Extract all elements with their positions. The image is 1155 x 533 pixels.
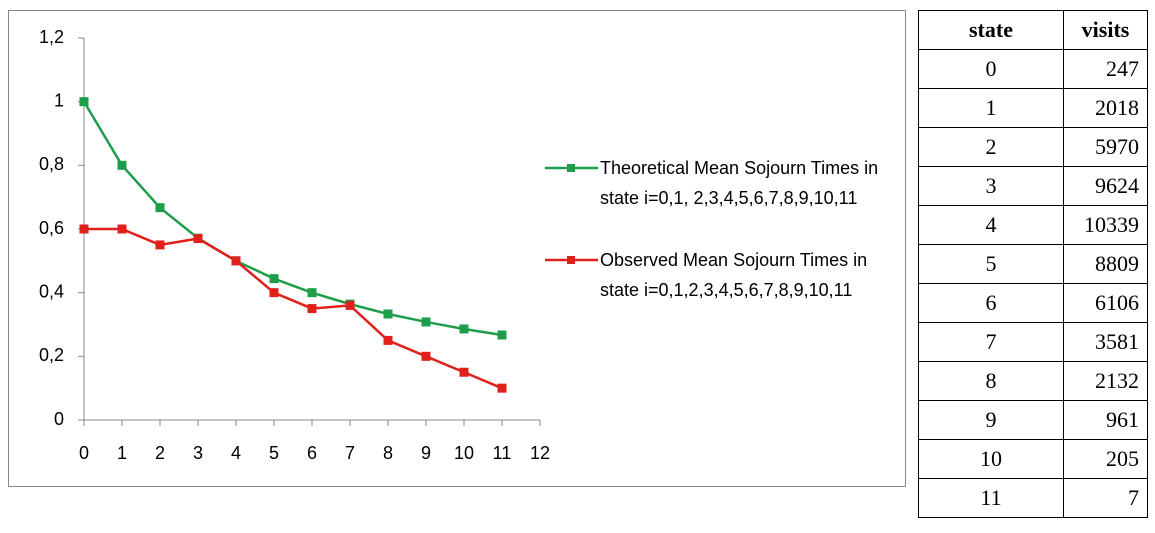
point xyxy=(117,224,127,234)
state-cell: 8 xyxy=(918,361,1064,401)
table-row: 3 9624 xyxy=(918,166,1148,206)
visits-cell: 8809 xyxy=(1063,244,1148,284)
x-tick-label: 9 xyxy=(421,443,431,463)
table-row: 4 10339 xyxy=(918,205,1148,245)
x-tick-label: 11 xyxy=(493,443,512,463)
table-row: 9 961 xyxy=(918,400,1148,440)
point xyxy=(307,304,317,314)
point xyxy=(383,309,393,319)
y-tick-label: 0,4 xyxy=(39,281,64,301)
point xyxy=(231,256,241,266)
point xyxy=(155,240,165,250)
point xyxy=(155,203,165,213)
legend-entry: Observed Mean Sojourn Times in state i=0… xyxy=(600,250,868,300)
visits-cell: 247 xyxy=(1063,49,1148,89)
y-tick-label: 1,2 xyxy=(39,27,64,47)
x-tick-label: 5 xyxy=(269,443,279,463)
state-cell: 5 xyxy=(918,244,1064,284)
state-cell: 2 xyxy=(918,127,1064,167)
series-line xyxy=(82,101,503,337)
y-tick-label: 0 xyxy=(54,409,64,429)
state-cell: 10 xyxy=(918,439,1064,479)
visits-cell: 2018 xyxy=(1063,88,1148,128)
state-cell: 6 xyxy=(918,283,1064,323)
table-row: 8 2132 xyxy=(918,361,1148,401)
y-tick-label: 1 xyxy=(54,90,64,110)
state-cell: 3 xyxy=(918,166,1064,206)
visits-cell: 5970 xyxy=(1063,127,1148,167)
point xyxy=(117,160,127,170)
visits-cell: 2132 xyxy=(1063,361,1148,401)
point xyxy=(421,351,431,361)
point xyxy=(421,317,431,327)
point xyxy=(269,274,279,284)
y-tick-label: 0,6 xyxy=(39,218,64,238)
visits-cell: 6106 xyxy=(1063,283,1148,323)
point xyxy=(459,367,469,377)
x-tick-label: 6 xyxy=(307,443,317,463)
table-row: 0 247 xyxy=(918,49,1148,89)
state-cell: 1 xyxy=(918,88,1064,128)
legend-marker xyxy=(567,256,575,264)
state-cell: 7 xyxy=(918,322,1064,362)
point xyxy=(269,288,279,298)
x-tick-label: 7 xyxy=(345,443,355,463)
data-table: state visits 0 247 1 2018 2 5970 3 9624 4 10339 5 8… xyxy=(918,10,1148,518)
header-cell: state xyxy=(918,10,1064,50)
y-tick-label: 0,2 xyxy=(39,345,64,365)
table-row: 5 8809 xyxy=(918,244,1148,284)
table-row: 6 6106 xyxy=(918,283,1148,323)
point xyxy=(345,300,355,310)
point xyxy=(307,288,317,298)
point xyxy=(497,383,507,393)
x-tick-label: 10 xyxy=(454,443,474,463)
point xyxy=(193,234,203,244)
visits-cell: 10339 xyxy=(1063,205,1148,245)
table-row: 7 3581 xyxy=(918,322,1148,362)
table-row: 1 2018 xyxy=(918,88,1148,128)
visits-cell: 9624 xyxy=(1063,166,1148,206)
point xyxy=(79,97,89,107)
visits-cell: 7 xyxy=(1063,478,1148,518)
visits-cell: 3581 xyxy=(1063,322,1148,362)
y-tick-label: 0,8 xyxy=(39,154,64,174)
x-tick-label: 0 xyxy=(79,443,89,463)
visits-cell: 205 xyxy=(1063,439,1148,479)
visits-cell: 961 xyxy=(1063,400,1148,440)
state-cell: 11 xyxy=(918,478,1064,518)
x-tick-label: 4 xyxy=(231,443,241,463)
point xyxy=(383,335,393,345)
state-cell: 9 xyxy=(918,400,1064,440)
legend-marker xyxy=(567,164,575,172)
x-tick-label: 3 xyxy=(193,443,203,463)
state-cell: 4 xyxy=(918,205,1064,245)
legend-entry: Theoretical Mean Sojourn Times in state … xyxy=(600,158,879,208)
table-row: 10 205 xyxy=(918,439,1148,479)
chart: 00,20,40,60,811,20 1 2 3 4 5 6 7 8 9 10 11 12 xyxy=(8,10,906,487)
series-line xyxy=(84,227,503,390)
header-cell: visits xyxy=(1063,10,1148,50)
table-row: 2 5970 xyxy=(918,127,1148,167)
x-tick-label: 2 xyxy=(155,443,165,463)
point xyxy=(459,324,469,334)
state-cell: 0 xyxy=(918,49,1064,89)
table-row: 11 7 xyxy=(918,478,1148,518)
point xyxy=(79,224,89,234)
x-tick-label: 1 xyxy=(117,443,127,463)
point xyxy=(497,330,507,340)
x-tick-label: 12 xyxy=(530,443,550,463)
x-tick-label: 8 xyxy=(383,443,393,463)
